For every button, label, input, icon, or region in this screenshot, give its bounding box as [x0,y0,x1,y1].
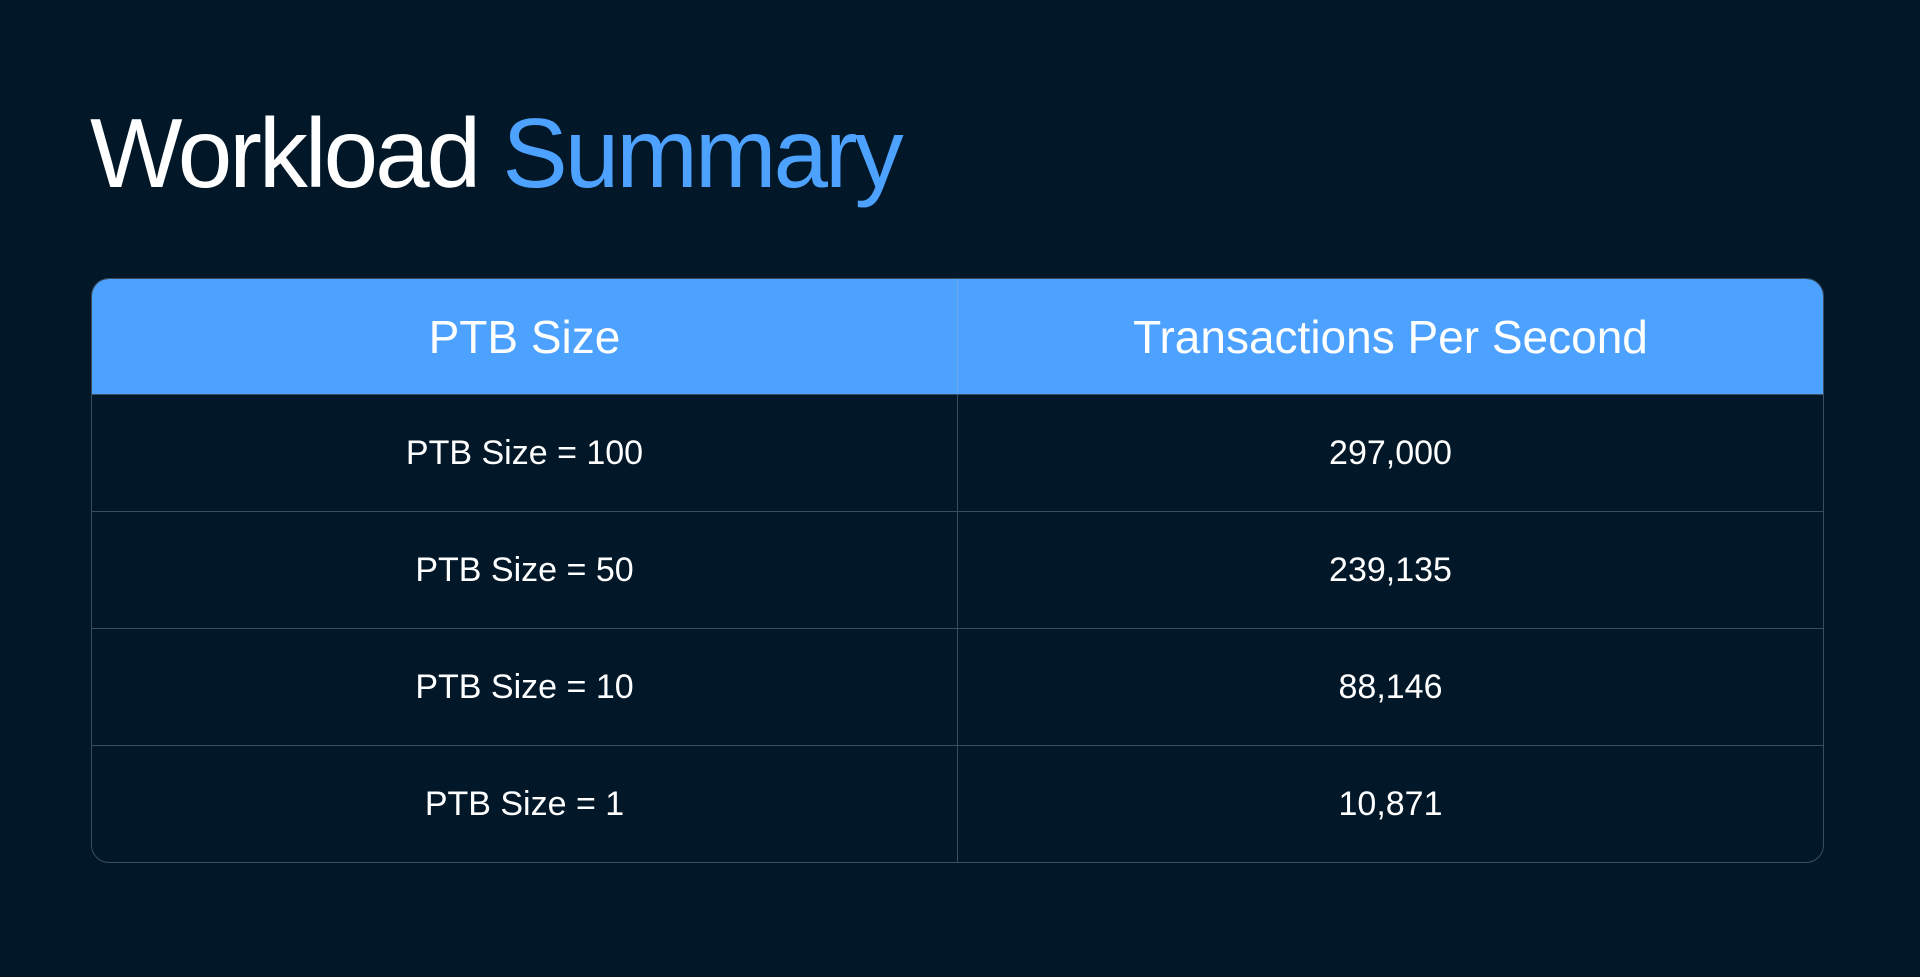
tps-cell: 239,135 [957,512,1823,628]
workload-table: PTB Size Transactions Per Second PTB Siz… [91,278,1824,863]
table-row: PTB Size = 50 239,135 [92,511,1823,628]
ptb-size-cell: PTB Size = 1 [424,784,625,823]
title-main: Workload [90,98,481,208]
tps-cell: 88,146 [957,629,1823,745]
page-title: Workload Summary [90,98,904,208]
ptb-size-cell: PTB Size = 100 [405,433,644,472]
table-header: PTB Size Transactions Per Second [92,279,1823,394]
table-row: PTB Size = 100 297,000 [92,394,1823,511]
header-tps: Transactions Per Second [957,279,1823,394]
title-accent: Summary [502,98,903,208]
ptb-size-cell: PTB Size = 50 [415,550,634,589]
table-row: PTB Size = 1 10,871 [92,745,1823,862]
header-ptb-size: PTB Size [428,310,621,363]
table-row: PTB Size = 10 88,146 [92,628,1823,745]
ptb-size-cell: PTB Size = 10 [415,667,634,706]
tps-cell: 297,000 [957,395,1823,511]
tps-cell: 10,871 [957,746,1823,862]
